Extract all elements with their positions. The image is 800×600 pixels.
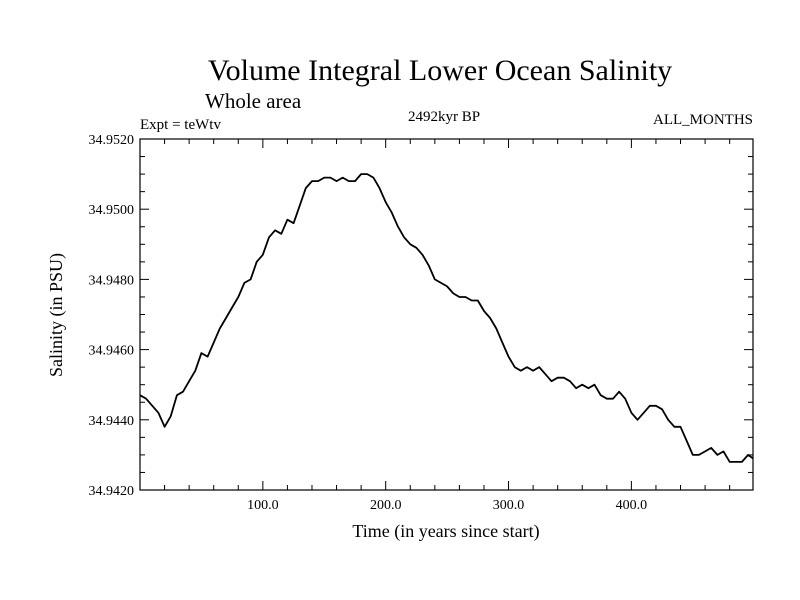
- period-annotation: 2492kyr BP: [408, 109, 480, 125]
- y-axis-label: Salinity (in PSU): [46, 253, 67, 377]
- x-tick-label: 100.0: [247, 498, 279, 513]
- plot-frame: [139, 138, 754, 491]
- x-tick-label: 400.0: [616, 498, 648, 513]
- y-tick-label: 34.9500: [89, 203, 135, 218]
- y-tick-label: 34.9520: [89, 133, 135, 148]
- plot-area: 34.9420 34.9440 34.9460 34.9480 34.9500 34.95…: [89, 133, 754, 513]
- chart-subtitle: Whole area: [205, 89, 302, 113]
- y-tick-label: 34.9420: [89, 484, 135, 499]
- chart-title: Volume Integral Lower Ocean Salinity: [208, 54, 672, 87]
- x-axis-label: Time (in years since start): [352, 521, 539, 542]
- expt-annotation: Expt = teWtv: [140, 117, 221, 133]
- y-tick-label: 34.9460: [89, 344, 135, 359]
- months-annotation: ALL_MONTHS: [653, 112, 753, 128]
- x-tick-label: 200.0: [370, 498, 402, 513]
- salinity-series-line: [139, 173, 754, 463]
- y-tick-label: 34.9480: [89, 273, 135, 288]
- y-tick-label: 34.9440: [89, 414, 135, 429]
- x-tick-label: 300.0: [493, 498, 525, 513]
